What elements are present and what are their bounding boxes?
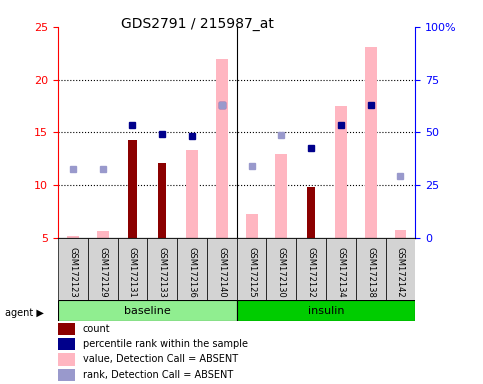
Bar bbox=[307, 187, 315, 238]
Bar bbox=[97, 231, 109, 238]
Text: GSM172136: GSM172136 bbox=[187, 247, 197, 298]
Bar bbox=[158, 163, 166, 238]
Bar bbox=[395, 230, 407, 238]
Text: value, Detection Call = ABSENT: value, Detection Call = ABSENT bbox=[83, 354, 238, 364]
FancyBboxPatch shape bbox=[296, 238, 326, 300]
Text: GSM172133: GSM172133 bbox=[158, 247, 167, 298]
FancyBboxPatch shape bbox=[237, 300, 415, 321]
FancyBboxPatch shape bbox=[177, 238, 207, 300]
Text: GSM172131: GSM172131 bbox=[128, 247, 137, 298]
FancyBboxPatch shape bbox=[385, 238, 415, 300]
Text: GSM172130: GSM172130 bbox=[277, 247, 286, 298]
Text: GSM172129: GSM172129 bbox=[98, 247, 107, 298]
Bar bbox=[335, 106, 347, 238]
Text: GSM172140: GSM172140 bbox=[217, 247, 226, 298]
Bar bbox=[58, 369, 74, 381]
Bar bbox=[275, 154, 287, 238]
FancyBboxPatch shape bbox=[117, 238, 147, 300]
Text: GDS2791 / 215987_at: GDS2791 / 215987_at bbox=[121, 17, 274, 31]
FancyBboxPatch shape bbox=[58, 238, 88, 300]
FancyBboxPatch shape bbox=[58, 300, 237, 321]
Text: agent ▶: agent ▶ bbox=[5, 308, 43, 318]
Bar bbox=[216, 58, 228, 238]
Text: percentile rank within the sample: percentile rank within the sample bbox=[83, 339, 248, 349]
Text: GSM172142: GSM172142 bbox=[396, 247, 405, 298]
Text: GSM172123: GSM172123 bbox=[69, 247, 77, 298]
Text: GSM172134: GSM172134 bbox=[337, 247, 345, 298]
Text: GSM172138: GSM172138 bbox=[366, 247, 375, 298]
Text: GSM172132: GSM172132 bbox=[307, 247, 315, 298]
Bar bbox=[365, 47, 377, 238]
Text: rank, Detection Call = ABSENT: rank, Detection Call = ABSENT bbox=[83, 370, 233, 380]
Bar bbox=[58, 338, 74, 350]
Text: count: count bbox=[83, 324, 111, 334]
FancyBboxPatch shape bbox=[237, 238, 267, 300]
FancyBboxPatch shape bbox=[267, 238, 296, 300]
FancyBboxPatch shape bbox=[207, 238, 237, 300]
FancyBboxPatch shape bbox=[88, 238, 117, 300]
Text: insulin: insulin bbox=[308, 306, 344, 316]
Bar bbox=[58, 353, 74, 366]
FancyBboxPatch shape bbox=[147, 238, 177, 300]
Bar bbox=[128, 140, 137, 238]
FancyBboxPatch shape bbox=[356, 238, 385, 300]
Bar bbox=[58, 323, 74, 335]
Bar bbox=[67, 236, 79, 238]
Bar bbox=[246, 214, 257, 238]
FancyBboxPatch shape bbox=[326, 238, 356, 300]
Text: baseline: baseline bbox=[124, 306, 170, 316]
Bar bbox=[186, 151, 198, 238]
Text: GSM172125: GSM172125 bbox=[247, 247, 256, 298]
